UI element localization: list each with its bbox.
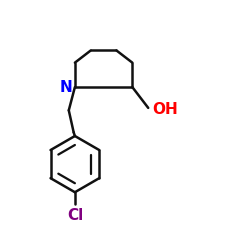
Text: Cl: Cl [67,208,83,222]
Text: N: N [60,80,73,94]
Text: OH: OH [152,102,178,116]
